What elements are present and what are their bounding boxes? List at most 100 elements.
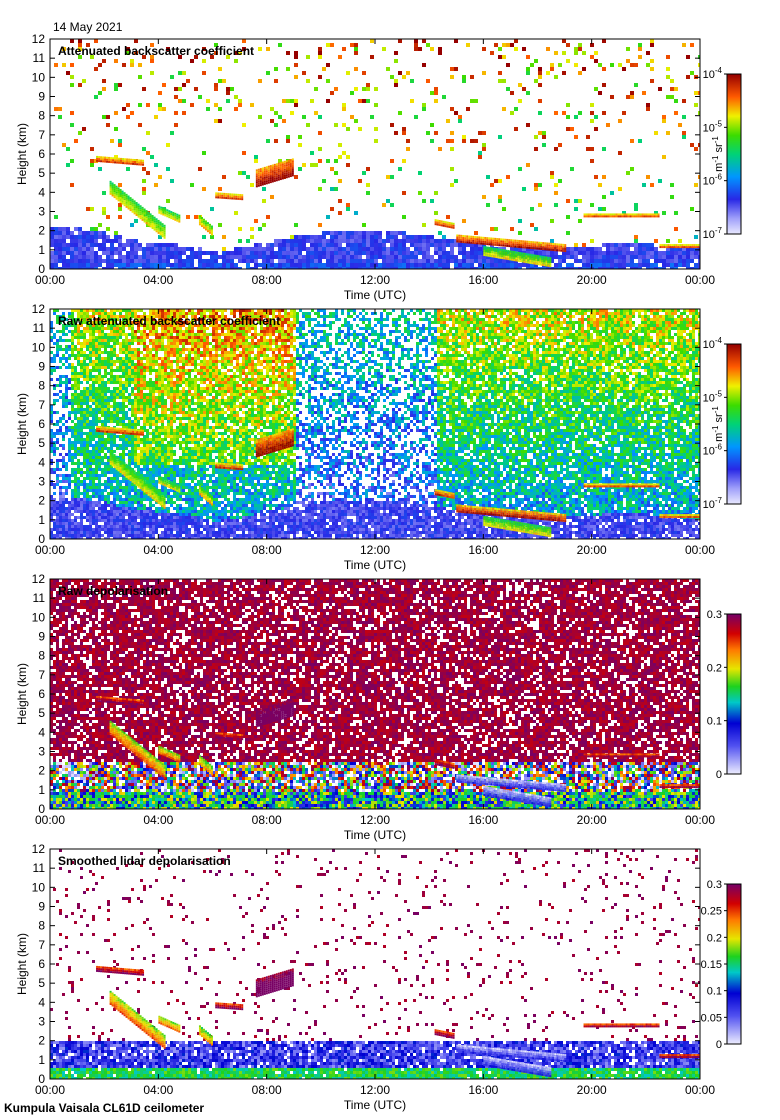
colorbar-tick-label: 0.1 (707, 716, 722, 728)
x-tick-label: 00:00 (685, 1083, 715, 1097)
y-tick-label: 6 (38, 687, 45, 701)
y-tick-label: 8 (38, 919, 45, 933)
y-tick-label: 7 (38, 938, 45, 952)
x-tick-label: 16:00 (468, 543, 498, 557)
y-axis-label: Height (km) (15, 393, 29, 455)
colorbar-tick-label: 10-4 (703, 336, 723, 351)
y-tick-label: 0 (38, 802, 45, 816)
y-tick-label: 3 (38, 475, 45, 489)
colorbar: 0 0.05 0.1 0.15 0.2 0.25 0.3 (701, 879, 742, 1051)
y-tick-label: 7 (38, 668, 45, 682)
x-tick-label: 16:00 (468, 273, 498, 287)
y-tick-label: 4 (38, 995, 45, 1009)
y-tick-label: 4 (38, 455, 45, 469)
colorbar-tick-label: 0.2 (707, 932, 722, 944)
y-tick-label: 12 (32, 842, 46, 856)
y-axis-label: Height (km) (15, 663, 29, 725)
colorbar-tick-label: 10-6 (703, 443, 723, 458)
instrument-label: Kumpula Vaisala CL61D ceilometer (4, 1101, 204, 1115)
panel-title: Raw attenuated backscatter coefficient (58, 314, 280, 328)
x-tick-label: 04:00 (143, 543, 173, 557)
x-tick-label: 04:00 (143, 273, 173, 287)
y-tick-label: 10 (32, 880, 46, 894)
heatmap-cells (50, 849, 700, 1079)
colorbar-tick-label: 10-6 (703, 173, 723, 188)
x-axis-label: Time (UTC) (344, 1098, 406, 1112)
x-tick-label: 16:00 (468, 1083, 498, 1097)
panel-title: Raw depolarisation (58, 584, 168, 598)
x-axis-label: Time (UTC) (344, 558, 406, 572)
x-tick-label: 12:00 (360, 813, 390, 827)
y-axis-label: Height (km) (15, 933, 29, 995)
x-tick-label: 00:00 (685, 273, 715, 287)
x-tick-label: 08:00 (252, 543, 282, 557)
panel-title: Smoothed lidar depolarisation (58, 854, 231, 868)
x-tick-label: 00:00 (685, 543, 715, 557)
y-tick-label: 10 (32, 610, 46, 624)
y-tick-label: 5 (38, 436, 45, 450)
x-tick-label: 00:00 (685, 813, 715, 827)
heatmap-cells (50, 309, 700, 539)
y-tick-label: 0 (38, 262, 45, 276)
x-tick-label: 00:00 (35, 543, 65, 557)
x-tick-label: 00:00 (35, 1083, 65, 1097)
x-tick-label: 04:00 (143, 1083, 173, 1097)
x-tick-label: 20:00 (577, 813, 607, 827)
x-axis-label: Time (UTC) (344, 828, 406, 842)
y-tick-label: 6 (38, 147, 45, 161)
colorbar-tick-label: 0.25 (701, 906, 722, 918)
colorbar: 0 0.1 0.2 0.3 (707, 609, 742, 781)
x-tick-label: 20:00 (577, 1083, 607, 1097)
colorbar-tick-label: 0 (716, 769, 722, 781)
y-tick-label: 0 (38, 1072, 45, 1086)
colorbar-tick-label: 10-4 (703, 66, 723, 81)
y-tick-label: 7 (38, 128, 45, 142)
heatmap-cells (50, 579, 700, 809)
colorbar-tick-label: 0.15 (701, 959, 722, 971)
y-tick-label: 10 (32, 70, 46, 84)
x-tick-label: 20:00 (577, 543, 607, 557)
colorbar-tick-label: 0.3 (707, 879, 722, 891)
y-tick-label: 11 (33, 591, 46, 605)
colorbar-tick-label: 0.05 (701, 1012, 722, 1024)
y-tick-label: 12 (32, 32, 46, 46)
x-tick-label: 08:00 (252, 273, 282, 287)
y-tick-label: 11 (33, 321, 46, 335)
y-tick-label: 4 (38, 725, 45, 739)
colorbar-tick-label: 0.3 (707, 609, 722, 621)
y-tick-label: 1 (38, 1053, 45, 1067)
x-tick-label: 04:00 (143, 813, 173, 827)
y-tick-label: 7 (38, 398, 45, 412)
y-tick-label: 10 (32, 340, 46, 354)
colorbar-tick-label: 10-7 (703, 226, 723, 241)
y-tick-label: 12 (32, 572, 46, 586)
y-tick-label: 9 (38, 360, 45, 374)
x-tick-label: 00:00 (35, 273, 65, 287)
x-tick-label: 12:00 (360, 273, 390, 287)
y-tick-label: 11 (33, 51, 46, 65)
colorbar: 10-7 10-6 10-5 10-4 m-1 sr-1 (703, 66, 742, 241)
colorbar-unit: m-1 sr-1 (711, 406, 725, 442)
y-tick-label: 11 (33, 861, 46, 875)
x-tick-label: 12:00 (360, 543, 390, 557)
y-tick-label: 5 (38, 976, 45, 990)
y-tick-label: 3 (38, 205, 45, 219)
x-tick-label: 08:00 (252, 1083, 282, 1097)
y-tick-label: 2 (38, 494, 45, 508)
x-axis-label: Time (UTC) (344, 288, 406, 302)
y-tick-label: 2 (38, 224, 45, 238)
y-tick-label: 4 (38, 185, 45, 199)
colorbar-tick-label: 10-7 (703, 496, 723, 511)
colorbar-tick-label: 10-5 (703, 389, 723, 404)
y-tick-label: 0 (38, 532, 45, 546)
colorbar: 10-7 10-6 10-5 10-4 m-1 sr-1 (703, 336, 742, 511)
y-tick-label: 9 (38, 90, 45, 104)
y-tick-label: 1 (38, 243, 45, 257)
panel-title: Attenuated backscatter coefficient (58, 44, 254, 58)
y-tick-label: 6 (38, 957, 45, 971)
